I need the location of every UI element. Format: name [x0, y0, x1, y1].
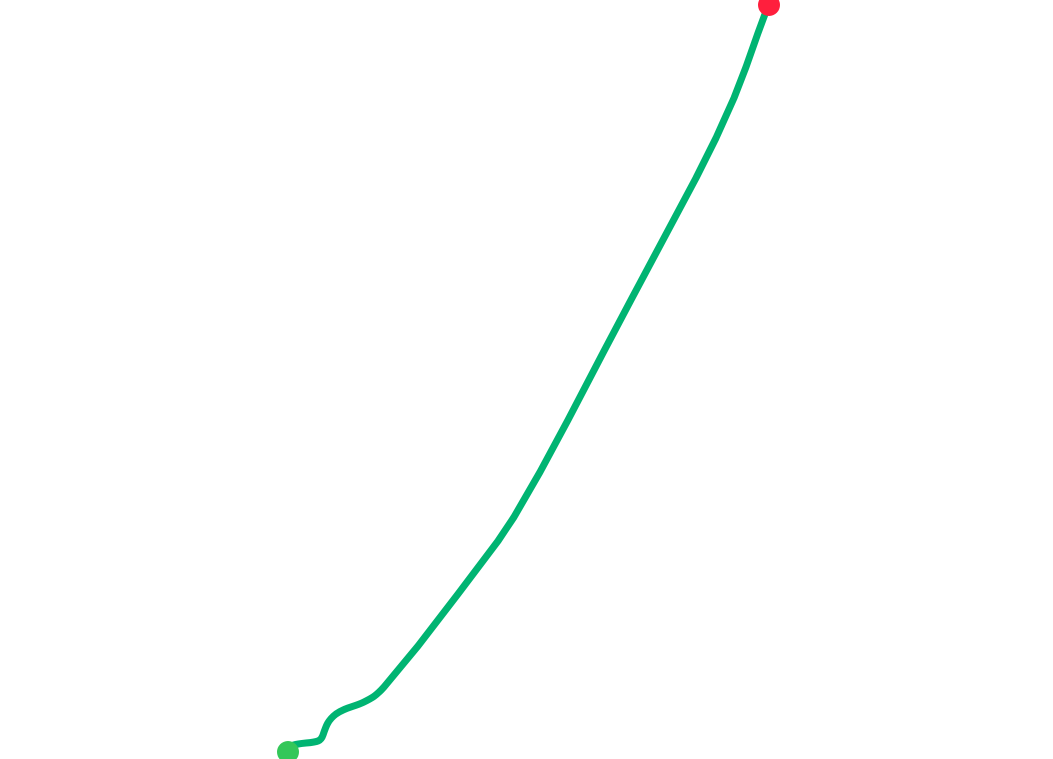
- end-point-icon[interactable]: [758, 0, 780, 16]
- start-point-icon[interactable]: [277, 741, 299, 759]
- route-line: [282, 2, 772, 754]
